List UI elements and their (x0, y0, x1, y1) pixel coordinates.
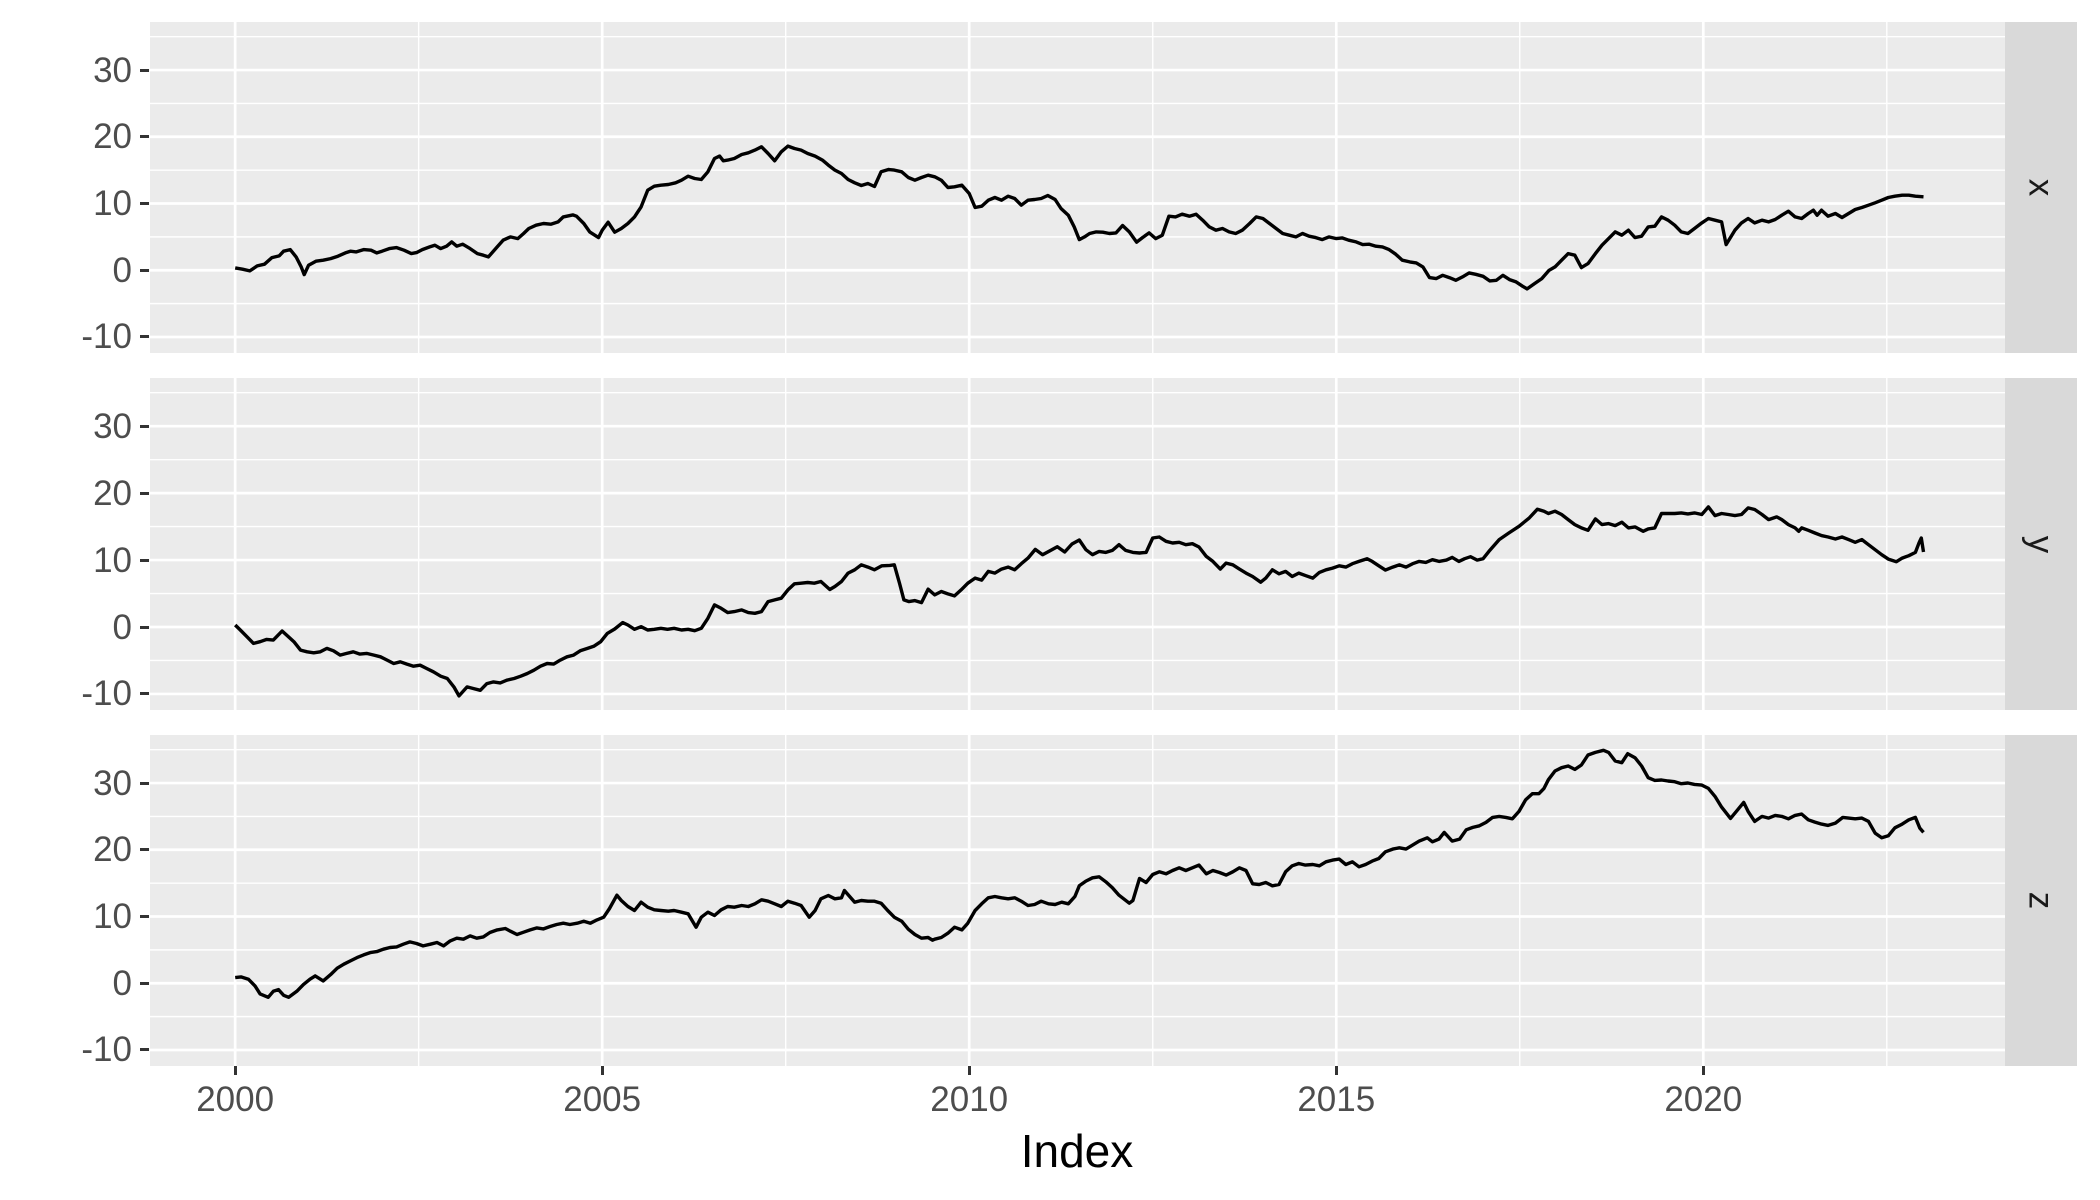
y-axis-tick-mark (140, 981, 149, 985)
x-axis-tick-mark (1701, 1066, 1705, 1075)
facet-strip-label-x: x (2021, 178, 2061, 197)
panel-z (150, 735, 2005, 1066)
y-axis-tick-mark (140, 202, 149, 206)
series-line-x (234, 144, 1924, 291)
y-axis-tick-label: -10 (81, 674, 132, 714)
y-axis-tick-label: 30 (93, 406, 132, 446)
y-axis-tick-mark (140, 625, 149, 629)
y-axis-tick-label: 20 (93, 117, 132, 157)
series-line-y (234, 505, 1926, 698)
x-axis-tick-mark (600, 1066, 604, 1075)
y-axis-tick-label: 0 (112, 250, 132, 290)
series-line-z (234, 748, 1925, 999)
y-axis-tick-mark (140, 848, 149, 852)
x-axis-tick-label: 2020 (1664, 1080, 1743, 1119)
facet-strip-label-z: z (2021, 891, 2061, 910)
y-axis-tick-label: 10 (93, 897, 132, 937)
y-axis-tick-mark (140, 781, 149, 785)
y-axis-tick-mark (140, 915, 149, 919)
y-axis-tick-mark (140, 424, 149, 428)
y-axis-tick-label: 30 (93, 50, 132, 90)
y-axis-tick-label: 20 (93, 473, 132, 513)
y-axis-tick-mark (140, 491, 149, 495)
facet-strip-x: x (2005, 22, 2077, 353)
y-axis-tick-mark (140, 335, 149, 339)
y-axis-tick-label: 30 (93, 763, 132, 803)
y-axis-tick-mark (140, 135, 149, 139)
facet-strip-z: z (2005, 735, 2077, 1066)
y-axis-tick-label: -10 (81, 1030, 132, 1070)
facet-plot-area-y (150, 378, 2005, 710)
facet-strip-y: y (2005, 378, 2077, 710)
panel-x (150, 22, 2005, 353)
y-axis-tick-mark (140, 1048, 149, 1052)
y-axis-tick-label: 10 (93, 540, 132, 580)
x-axis-tick-label: 2005 (563, 1080, 642, 1119)
x-axis-tick-mark (967, 1066, 971, 1075)
x-axis-tick-label: 2010 (930, 1080, 1009, 1119)
y-axis-tick-label: -10 (81, 317, 132, 357)
facet-plot-area-z (150, 735, 2005, 1066)
y-axis-tick-mark (140, 268, 149, 272)
x-axis-tick-label: 2000 (196, 1080, 275, 1119)
x-axis-tick-mark (1334, 1066, 1338, 1075)
y-axis-tick-label: 20 (93, 830, 132, 870)
y-axis-tick-label: 10 (93, 184, 132, 224)
x-axis-tick-mark (233, 1066, 237, 1075)
x-axis-tick-label: 2015 (1297, 1080, 1376, 1119)
panel-y (150, 378, 2005, 710)
x-axis-title: Index (1020, 1125, 1134, 1177)
y-axis-tick-mark (140, 692, 149, 696)
y-axis-tick-label: 0 (112, 963, 132, 1003)
facet-plot-area-x (150, 22, 2005, 353)
y-axis-tick-mark (140, 68, 149, 72)
y-axis-tick-label: 0 (112, 607, 132, 647)
facet-strip-label-y: y (2021, 535, 2061, 553)
y-axis-tick-mark (140, 558, 149, 562)
